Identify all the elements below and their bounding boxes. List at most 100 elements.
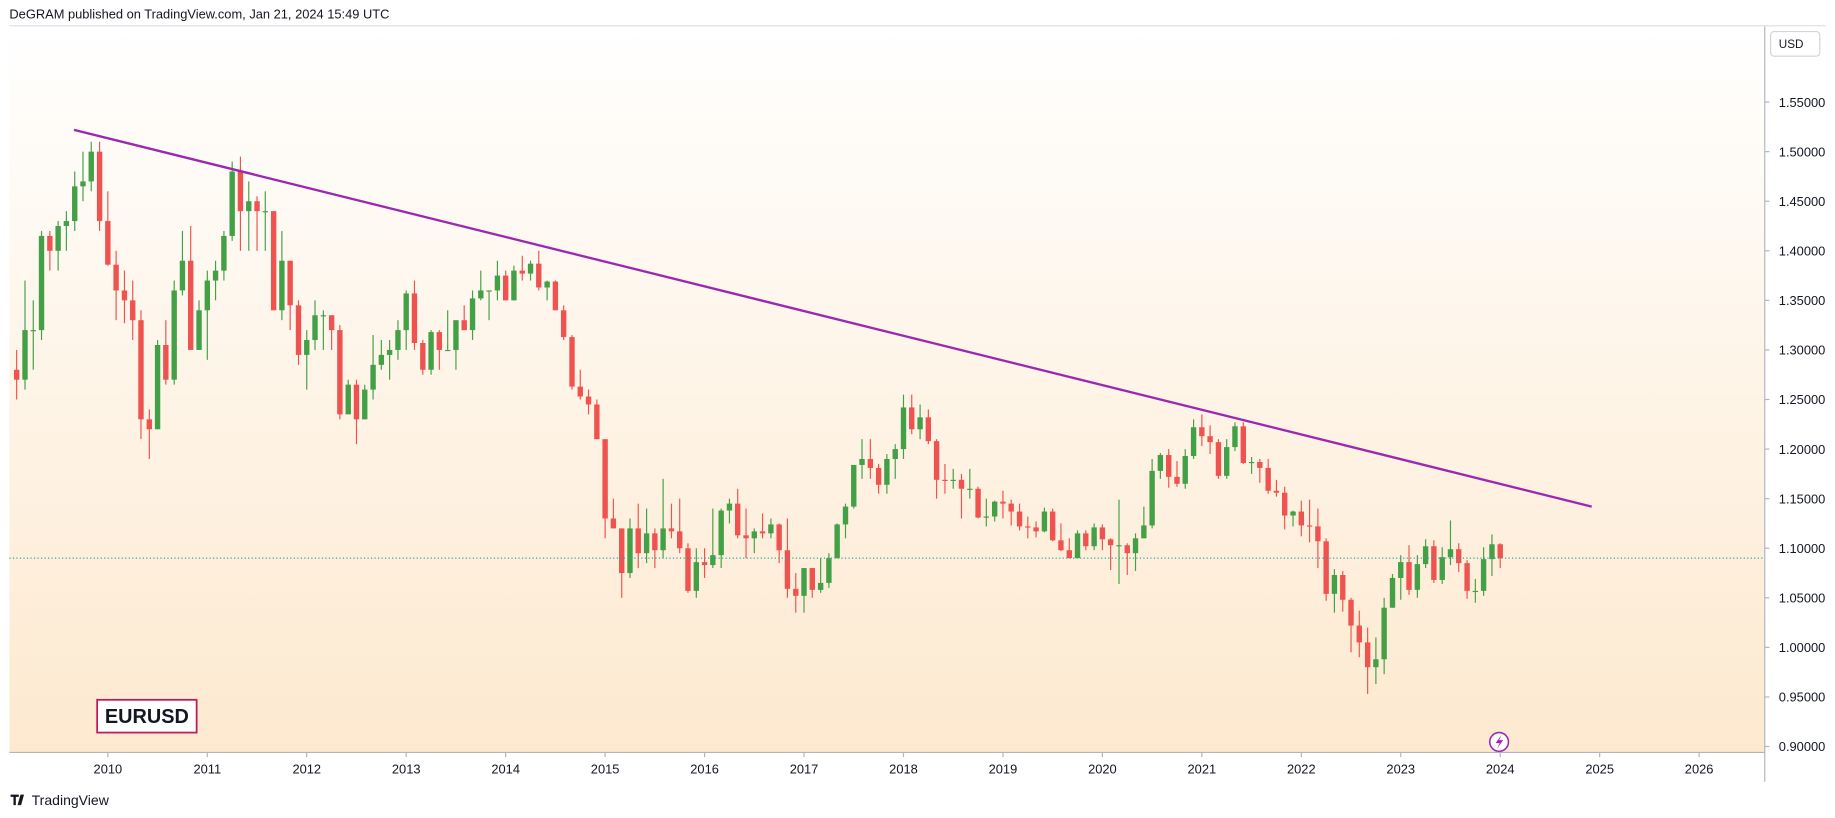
candle-body bbox=[1008, 503, 1014, 512]
candle-body bbox=[726, 503, 733, 511]
candle-body bbox=[444, 349, 451, 352]
x-tick-label: 2024 bbox=[1486, 762, 1515, 777]
candle-body bbox=[1116, 545, 1122, 547]
candle-body bbox=[1132, 538, 1139, 554]
candle-body bbox=[784, 550, 791, 589]
footer-logo: TradingView bbox=[10, 792, 110, 808]
candle-body bbox=[370, 364, 376, 390]
candle-body bbox=[1232, 426, 1238, 448]
candle-body bbox=[867, 459, 874, 468]
candle-body bbox=[826, 558, 832, 583]
candle-body bbox=[88, 151, 94, 182]
x-tick-label: 2021 bbox=[1188, 762, 1217, 777]
candle-body bbox=[262, 211, 268, 213]
candle-body bbox=[163, 344, 169, 380]
candle-body bbox=[502, 275, 509, 301]
plot-area bbox=[9, 25, 1765, 753]
candle-body bbox=[809, 568, 815, 590]
candle-body bbox=[585, 396, 592, 405]
candle-body bbox=[925, 417, 932, 442]
candle-body bbox=[519, 270, 525, 274]
candle-body bbox=[1364, 642, 1371, 668]
candle-body bbox=[13, 369, 20, 380]
candle-body bbox=[287, 260, 293, 306]
candle-body bbox=[279, 260, 285, 311]
candle-body bbox=[677, 531, 683, 549]
x-tick-label: 2022 bbox=[1287, 762, 1316, 777]
symbol-box bbox=[96, 698, 198, 734]
candle-body bbox=[221, 235, 227, 271]
y-tick-label: 1.05000 bbox=[1779, 590, 1825, 605]
candle-body bbox=[171, 290, 177, 380]
candle-body bbox=[1257, 461, 1263, 468]
candle-body bbox=[527, 263, 534, 274]
candle-body bbox=[991, 501, 998, 517]
candle-body bbox=[842, 506, 849, 525]
x-tick-label: 2025 bbox=[1585, 762, 1614, 777]
candle-body bbox=[735, 503, 741, 536]
candle-body bbox=[759, 531, 766, 534]
y-tick-label: 1.25000 bbox=[1779, 392, 1825, 407]
candle-body bbox=[1058, 540, 1064, 551]
candle-body bbox=[751, 531, 757, 539]
candle-body bbox=[619, 528, 625, 574]
currency-button[interactable] bbox=[1770, 31, 1821, 57]
y-tick-label: 1.45000 bbox=[1779, 194, 1825, 209]
candle-body bbox=[1439, 557, 1445, 580]
trendline bbox=[73, 128, 1592, 508]
candle-body bbox=[643, 533, 650, 554]
candle-body bbox=[55, 226, 61, 251]
candle-body bbox=[875, 467, 882, 485]
candle-body bbox=[1157, 455, 1164, 471]
candle-body bbox=[1124, 545, 1130, 554]
y-tick-label: 1.35000 bbox=[1779, 293, 1825, 308]
candle-body bbox=[975, 488, 981, 518]
x-tick-label: 2026 bbox=[1685, 762, 1714, 777]
candle-body bbox=[1066, 550, 1072, 559]
candle-body bbox=[1331, 574, 1338, 594]
candle-body bbox=[958, 479, 965, 489]
candle-body bbox=[1107, 539, 1114, 546]
candle-body bbox=[1373, 659, 1379, 668]
y-tick-label: 1.00000 bbox=[1779, 640, 1825, 655]
candle-body bbox=[1281, 492, 1288, 516]
candle-body bbox=[577, 386, 583, 397]
candle-body bbox=[63, 221, 70, 227]
symbol-label: EURUSD bbox=[105, 706, 189, 728]
candle-body bbox=[602, 439, 608, 519]
brand-label: TradingView bbox=[32, 792, 110, 808]
y-tick-label: 1.20000 bbox=[1779, 442, 1825, 457]
candle-body bbox=[304, 340, 310, 355]
candle-body bbox=[72, 186, 78, 222]
candle-body bbox=[552, 281, 559, 311]
candle-body bbox=[337, 330, 343, 415]
candle-body bbox=[834, 524, 840, 559]
candle-body bbox=[950, 479, 956, 481]
candle-body bbox=[967, 488, 973, 490]
candle-body bbox=[768, 524, 774, 534]
candle-body bbox=[121, 290, 128, 301]
x-tick-label: 2020 bbox=[1088, 762, 1117, 777]
candle-body bbox=[1141, 525, 1147, 539]
candle-body bbox=[983, 516, 990, 518]
y-tick-label: 1.15000 bbox=[1779, 491, 1825, 506]
candle-body bbox=[229, 171, 235, 236]
candle-body bbox=[1199, 427, 1205, 437]
x-tick-label: 2014 bbox=[491, 762, 520, 777]
candle-body bbox=[569, 337, 575, 387]
candle-body bbox=[179, 260, 186, 291]
y-tick-label: 1.50000 bbox=[1779, 144, 1825, 159]
candle-body bbox=[453, 320, 459, 350]
x-tick-label: 2012 bbox=[292, 762, 321, 777]
candle-body bbox=[1033, 527, 1039, 532]
candle-body bbox=[146, 419, 153, 430]
candle-body bbox=[461, 320, 467, 331]
candle-body bbox=[1273, 490, 1280, 493]
candle-body bbox=[362, 389, 368, 420]
candle-body bbox=[411, 293, 418, 344]
candle-body bbox=[38, 235, 45, 331]
candle-body bbox=[80, 181, 86, 187]
candle-body bbox=[933, 441, 940, 480]
candle-body bbox=[403, 293, 409, 331]
